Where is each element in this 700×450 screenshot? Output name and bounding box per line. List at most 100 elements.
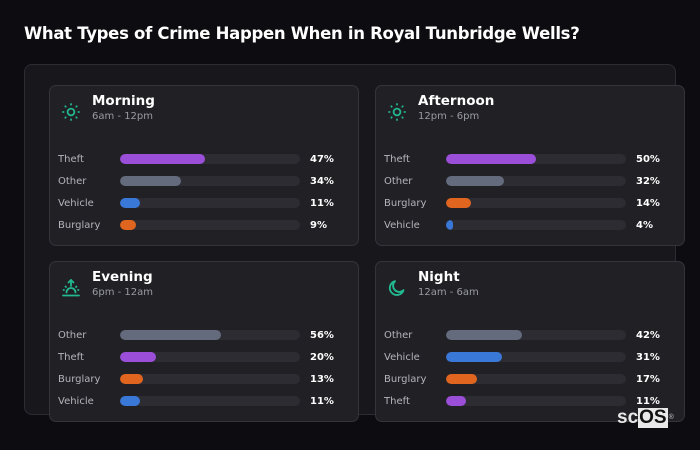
bar-row-other: Other 34% — [58, 170, 354, 192]
bar-label: Theft — [384, 395, 410, 407]
card-evening: Evening 6pm - 12am Other 56% Theft 20% Burgl… — [49, 261, 359, 422]
bar-fill — [446, 330, 522, 340]
card-title: Morning — [92, 93, 155, 109]
bar-track — [120, 330, 300, 340]
bar-fill — [120, 198, 140, 208]
bar-row-theft: Theft 47% — [58, 148, 354, 170]
bar-fill — [120, 220, 137, 230]
bar-row-other: Other 42% — [384, 324, 680, 346]
bar-track — [446, 220, 626, 230]
bar-label: Vehicle — [58, 395, 94, 407]
bar-fill — [446, 154, 536, 164]
bar-value: 42% — [636, 329, 660, 341]
scos-logo: sc OS ® — [617, 408, 674, 428]
bar-row-other: Other 32% — [384, 170, 680, 192]
bar-value: 32% — [636, 175, 660, 187]
bar-row-other: Other 56% — [58, 324, 354, 346]
moon-icon — [386, 277, 408, 299]
bar-track — [120, 352, 300, 362]
bar-label: Burglary — [58, 373, 101, 385]
bar-fill — [446, 198, 472, 208]
bar-fill — [120, 374, 144, 384]
card-title: Night — [418, 269, 460, 285]
bar-row-vehicle: Vehicle 11% — [58, 390, 354, 412]
bar-value: 31% — [636, 351, 660, 363]
card-header: Morning 6am - 12pm — [60, 93, 155, 123]
bar-row-theft: Theft 20% — [58, 346, 354, 368]
bar-list: Other 42% Vehicle 31% Burglary 17% Theft 11% — [384, 324, 680, 412]
bar-track — [446, 176, 626, 186]
card-title: Evening — [92, 269, 153, 285]
bar-label: Vehicle — [58, 197, 94, 209]
bar-row-burglary: Burglary 13% — [58, 368, 354, 390]
card-time-range: 12am - 6am — [418, 287, 479, 298]
sun-icon — [60, 101, 82, 123]
card-night: Night 12am - 6am Other 42% Vehicle 31% Burgl… — [375, 261, 685, 422]
bar-value: 9% — [310, 219, 327, 231]
bar-track — [446, 330, 626, 340]
card-time-range: 12pm - 6pm — [418, 111, 480, 122]
bar-label: Vehicle — [384, 351, 420, 363]
bar-label: Other — [384, 329, 413, 341]
bar-value: 13% — [310, 373, 334, 385]
card-morning: Morning 6am - 12pm Theft 47% Other 34% Vehic… — [49, 85, 359, 246]
bar-value: 34% — [310, 175, 334, 187]
bar-fill — [446, 396, 466, 406]
bar-list: Theft 50% Other 32% Burglary 14% Vehicle 4% — [384, 148, 680, 236]
bar-row-burglary: Burglary 17% — [384, 368, 680, 390]
bar-track — [120, 154, 300, 164]
bar-label: Burglary — [384, 373, 427, 385]
bar-label: Burglary — [58, 219, 101, 231]
bar-fill — [446, 352, 502, 362]
card-title: Afternoon — [418, 93, 495, 109]
bar-list: Theft 47% Other 34% Vehicle 11% Burglary 9% — [58, 148, 354, 236]
bar-value: 56% — [310, 329, 334, 341]
bar-track — [446, 374, 626, 384]
bar-label: Theft — [58, 153, 84, 165]
bar-list: Other 56% Theft 20% Burglary 13% Vehicle 11% — [58, 324, 354, 412]
bar-value: 11% — [310, 197, 334, 209]
bar-track — [120, 220, 300, 230]
card-time-range: 6am - 12pm — [92, 111, 154, 122]
bar-track — [120, 176, 300, 186]
registered-mark: ® — [668, 414, 674, 421]
bar-row-vehicle: Vehicle 4% — [384, 214, 680, 236]
bar-row-theft: Theft 11% — [384, 390, 680, 412]
bar-label: Other — [58, 329, 87, 341]
page-title: What Types of Crime Happen When in Royal… — [24, 24, 580, 43]
sunset-icon — [60, 277, 82, 299]
bar-fill — [120, 330, 221, 340]
card-header: Night 12am - 6am — [386, 269, 479, 299]
bar-value: 11% — [636, 395, 660, 407]
bar-fill — [446, 176, 504, 186]
card-afternoon: Afternoon 12pm - 6pm Theft 50% Other 32% Bur… — [375, 85, 685, 246]
bar-label: Burglary — [384, 197, 427, 209]
bar-value: 17% — [636, 373, 660, 385]
sun-icon — [386, 101, 408, 123]
logo-box: OS — [638, 407, 668, 428]
bar-track — [446, 198, 626, 208]
bar-label: Other — [384, 175, 413, 187]
bar-row-burglary: Burglary 14% — [384, 192, 680, 214]
bar-fill — [120, 396, 140, 406]
bar-row-vehicle: Vehicle 11% — [58, 192, 354, 214]
bar-value: 14% — [636, 197, 660, 209]
card-time-range: 6pm - 12am — [92, 287, 154, 298]
bar-fill — [446, 374, 477, 384]
bar-label: Vehicle — [384, 219, 420, 231]
bar-fill — [120, 176, 182, 186]
bar-fill — [120, 352, 156, 362]
bar-track — [120, 396, 300, 406]
bar-value: 20% — [310, 351, 334, 363]
bar-row-vehicle: Vehicle 31% — [384, 346, 680, 368]
bar-fill — [446, 220, 454, 230]
bar-track — [120, 374, 300, 384]
bar-label: Other — [58, 175, 87, 187]
bar-fill — [120, 154, 205, 164]
bar-value: 4% — [636, 219, 653, 231]
bar-track — [446, 352, 626, 362]
bar-row-burglary: Burglary 9% — [58, 214, 354, 236]
logo-prefix: sc — [617, 407, 639, 428]
bar-value: 47% — [310, 153, 334, 165]
bar-track — [120, 198, 300, 208]
